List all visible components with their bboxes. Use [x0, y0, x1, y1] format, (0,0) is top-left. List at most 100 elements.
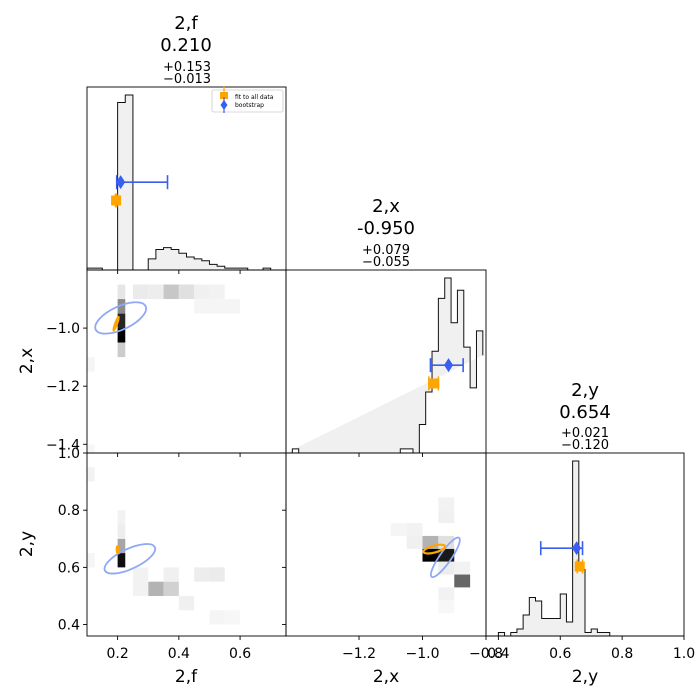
axes-frame-x-y: [285, 452, 487, 637]
ytick-label-x: −1.0: [46, 321, 80, 337]
xlabel-f: 2,f: [175, 667, 198, 687]
legend-box: [211, 89, 284, 113]
title-y: 2,y 0.654 +0.021 −0.120: [559, 380, 611, 453]
density-cell: [406, 523, 423, 536]
ytick-label-y: 0.6: [58, 560, 80, 576]
joint-panel-f-y: 0.2 0.4 0.6 0.4 0.6 0.8 1.0: [58, 446, 287, 662]
xtick-label-x: −1.2: [342, 646, 376, 662]
fit-ellipse-f-x: [112, 315, 120, 332]
marginal-panel-x: [285, 269, 487, 457]
density-cell: [178, 284, 195, 300]
fit-x-marker: [429, 378, 440, 389]
joint-panel-f-x: −1.0 −1.2 −1.4: [46, 269, 287, 457]
title-f: 2,f 0.210 +0.153 −0.013: [160, 13, 212, 87]
marginal-panel-f: [86, 86, 287, 274]
density-cell: [117, 538, 126, 554]
title-x: 2,x -0.950 +0.079 −0.055: [357, 196, 415, 270]
title-x-value: -0.950: [357, 218, 415, 239]
density-cell: [406, 535, 423, 549]
boot-f-marker: [116, 175, 126, 190]
joint-content-x-y: [390, 497, 471, 614]
title-y-plus: +0.021: [561, 426, 609, 441]
density-cell: [454, 561, 471, 575]
density-cell: [224, 610, 241, 625]
title-x-minus: −0.055: [362, 255, 410, 270]
xtick-label-y: 0.6: [549, 646, 571, 662]
density-cell: [438, 600, 455, 614]
density-cell: [194, 567, 210, 582]
density-cell: [438, 587, 455, 601]
density-cell: [148, 284, 164, 300]
density-cell: [454, 574, 471, 588]
density-cell: [163, 581, 179, 596]
bootstrap-ellipse-f-x: [94, 301, 148, 335]
legend-fit-label: fit to all data: [235, 94, 274, 101]
xtick-label-y: 0.4: [487, 646, 509, 662]
fit-ellipse-f-y: [115, 545, 120, 555]
density-cell: [438, 510, 455, 524]
density-cell: [87, 553, 95, 568]
xtick-label-y: 0.8: [611, 646, 633, 662]
histogram-y: [486, 460, 684, 637]
legend-boot-label: bootstrap: [235, 102, 264, 109]
legend: fit to all data bootstrap: [211, 86, 284, 113]
title-y-minus: −0.120: [561, 438, 609, 453]
density-cell: [224, 299, 241, 314]
joint-content-f-x: [87, 284, 241, 453]
boot-y-marker: [572, 541, 582, 556]
density-cell: [117, 284, 126, 300]
density-cell: [87, 357, 95, 372]
xtick-label-f: 0.4: [168, 646, 190, 662]
xtick-label-x: −1.0: [406, 646, 440, 662]
joint-content-f-y: [87, 467, 241, 625]
density-cell: [132, 284, 149, 300]
bootstrap-ellipse-f-y: [103, 543, 157, 575]
marginal-panel-y: 0.4 0.6 0.8 1.0: [485, 452, 695, 662]
density-cell: [438, 497, 455, 511]
xlabel-x: 2,x: [373, 667, 399, 687]
density-cell: [132, 581, 149, 596]
xtick-label-x: −0.8: [469, 646, 503, 662]
ytick-label-y: 0.4: [58, 618, 80, 634]
density-cell: [178, 595, 195, 611]
xtick-label-f: 0.6: [229, 646, 251, 662]
density-cell: [148, 581, 164, 596]
xtick-label-f: 0.2: [106, 646, 128, 662]
density-cell: [117, 510, 126, 525]
fit-y-marker: [574, 561, 585, 572]
boot-x-marker: [444, 358, 454, 373]
legend-boot-marker: [220, 100, 228, 110]
density-cell: [117, 328, 126, 343]
density-cell: [87, 444, 95, 453]
ytick-label-x: −1.2: [46, 379, 80, 395]
density-cell: [194, 299, 225, 314]
title-y-param: 2,y: [571, 380, 599, 401]
density-cell: [117, 553, 126, 568]
xlabel-y: 2,y: [572, 667, 598, 687]
density-cell: [390, 523, 407, 536]
fit-f-marker: [111, 195, 122, 206]
title-f-plus: +0.153: [163, 60, 211, 75]
ytick-label-x: −1.4: [46, 437, 80, 453]
title-f-minus: −0.013: [163, 72, 211, 87]
ylabel-y: 2,y: [17, 531, 37, 557]
title-f-value: 0.210: [160, 35, 212, 56]
density-cell: [209, 567, 225, 582]
title-f-param: 2,f: [174, 13, 198, 34]
title-x-plus: +0.079: [362, 243, 410, 258]
title-y-value: 0.654: [559, 402, 611, 423]
density-cell: [87, 467, 95, 482]
density-cell: [132, 567, 149, 582]
density-cell: [163, 567, 179, 582]
density-cell: [117, 342, 126, 358]
density-cell: [209, 284, 225, 300]
ytick-label-y: 1.0: [58, 446, 80, 462]
bootstrap-ellipse-x-y: [430, 536, 461, 579]
title-x-param: 2,x: [372, 196, 400, 217]
density-cell: [163, 284, 179, 300]
xtick-label-y: 1.0: [673, 646, 695, 662]
density-cell: [209, 610, 225, 625]
fit-ellipse-x-y: [422, 543, 447, 555]
density-cell: [194, 284, 210, 300]
